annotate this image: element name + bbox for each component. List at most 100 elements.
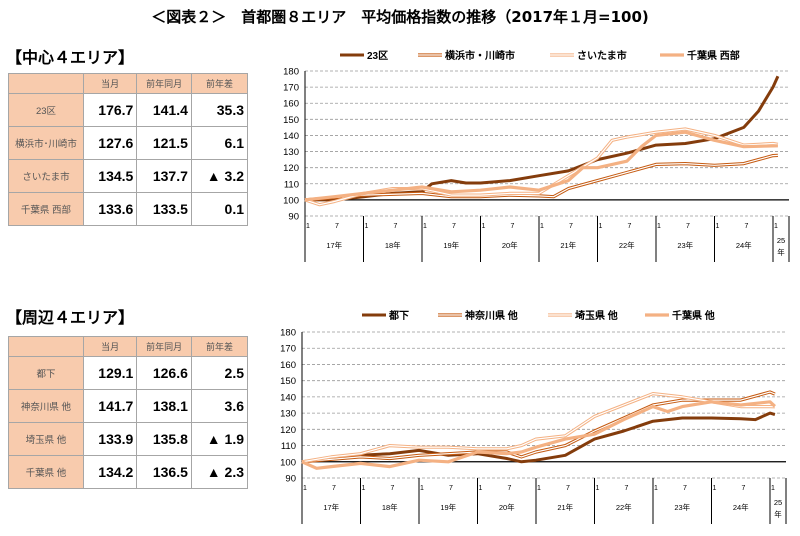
row-label: 千葉県 他 [8, 455, 84, 489]
x-month-tick: 1 [303, 485, 307, 492]
cell-diff: 35.3 [190, 93, 249, 127]
cell-diff: ▲ 2.3 [190, 455, 249, 489]
legend-label: 埼玉県 他 [575, 309, 618, 322]
x-month-tick: 7 [335, 223, 339, 230]
y-tick-label: 170 [283, 83, 299, 94]
x-month-tick: 7 [686, 223, 690, 230]
x-month-tick: 7 [628, 223, 632, 230]
header-diff: 前年差 [190, 336, 249, 357]
y-tick-label: 170 [280, 344, 296, 355]
row-label: 都下 [8, 356, 84, 390]
y-tick-label: 150 [283, 115, 299, 126]
y-tick-label: 150 [280, 376, 296, 387]
header-blank [8, 336, 84, 357]
x-month-tick: 1 [774, 223, 778, 230]
header-current: 当月 [82, 73, 138, 94]
series-line-inner [304, 154, 778, 201]
cell-current: 133.6 [82, 192, 138, 226]
chart-surrounding: 90 100 110 120 130 140 150 160 170 180 1 7 17年 1 7 18年 1… [280, 309, 787, 524]
x-month-tick: 7 [566, 485, 570, 492]
row-label: 横浜市･川崎市 [8, 126, 84, 160]
x-month-tick: 7 [391, 485, 395, 492]
y-tick-label: 160 [280, 360, 296, 371]
chart-central: 90 100 110 120 130 140 150 160 170 180 1 7 17年 1 7 18年 1… [283, 49, 790, 262]
cell-diff: 2.5 [190, 356, 249, 390]
y-tick-label: 120 [280, 425, 296, 436]
x-year-label: 23年 [674, 502, 690, 512]
x-month-tick: 1 [420, 485, 424, 492]
cell-diff: 0.1 [190, 192, 249, 226]
x-year-label: 17年 [323, 502, 339, 512]
y-tick-label: 100 [283, 195, 299, 206]
x-month-tick: 1 [713, 485, 717, 492]
section-title-surrounding: 【周辺４エリア】 [6, 308, 135, 327]
x-year-label-25: 25年 [773, 498, 783, 519]
cell-current: 176.7 [82, 93, 138, 127]
row-label: 23区 [8, 93, 84, 127]
cell-prev: 138.1 [136, 389, 192, 423]
x-month-tick: 1 [306, 223, 310, 230]
x-month-tick: 7 [569, 223, 573, 230]
y-tick-label: 100 [280, 457, 296, 468]
row-label: さいたま市 [8, 159, 84, 193]
legend-label: 23区 [367, 50, 388, 62]
legend-label: 神奈川県 他 [465, 309, 518, 322]
series-line-1 [301, 411, 776, 464]
x-month-tick: 7 [452, 223, 456, 230]
x-month-tick: 7 [332, 485, 336, 492]
header-prev-year: 前年同月 [136, 336, 192, 357]
cell-diff: 6.1 [190, 126, 249, 160]
series-line-4 [304, 130, 778, 202]
y-tick-label: 90 [288, 212, 299, 223]
x-year-label-25: 25年 [776, 236, 786, 257]
y-tick-label: 110 [281, 441, 296, 452]
x-month-tick: 1 [540, 223, 544, 230]
y-tick-label: 130 [283, 147, 299, 158]
cell-current: 129.1 [82, 356, 138, 390]
cell-diff: 3.6 [190, 389, 249, 423]
table-row: 神奈川県 他 141.7 138.1 3.6 [8, 389, 249, 423]
x-month-tick: 1 [771, 485, 775, 492]
y-tick-label: 90 [285, 474, 296, 485]
cell-current: 133.9 [82, 422, 138, 456]
table-row: 横浜市･川崎市 127.6 121.5 6.1 [8, 126, 249, 160]
x-month-tick: 7 [683, 485, 687, 492]
cell-diff: ▲ 1.9 [190, 422, 249, 456]
x-year-label: 20年 [502, 240, 518, 250]
series-line-4 [301, 400, 776, 470]
x-year-label: 22年 [619, 240, 635, 250]
y-tick-label: 120 [283, 163, 299, 174]
cell-current: 141.7 [82, 389, 138, 423]
header-diff: 前年差 [190, 73, 249, 94]
y-tick-label: 160 [283, 99, 299, 110]
page-title: ＜図表２＞ 首都圏８エリア 平均価格指数の推移（2017年１月=100) [151, 8, 649, 26]
row-label: 千葉県 西部 [8, 192, 84, 226]
cell-current: 134.5 [82, 159, 138, 193]
table-row: 千葉県 西部 133.6 133.5 0.1 [8, 192, 249, 226]
header-prev-year: 前年同月 [136, 73, 192, 94]
header-current: 当月 [82, 336, 138, 357]
table-row: さいたま市 134.5 137.7 ▲ 3.2 [8, 159, 249, 193]
header-blank [8, 73, 84, 94]
cell-current: 134.2 [82, 455, 138, 489]
y-tick-label: 110 [284, 179, 299, 190]
x-month-tick: 7 [449, 485, 453, 492]
x-month-tick: 1 [362, 485, 366, 492]
legend-label: 都下 [388, 309, 409, 322]
row-label: 埼玉県 他 [8, 422, 84, 456]
x-month-tick: 1 [482, 223, 486, 230]
y-tick-label: 140 [280, 392, 296, 403]
cell-current: 127.6 [82, 126, 138, 160]
y-tick-label: 180 [280, 328, 296, 339]
cell-prev: 136.5 [136, 455, 192, 489]
x-year-label: 23年 [677, 240, 693, 250]
x-year-label: 21年 [560, 240, 576, 250]
legend-label: 千葉県 西部 [687, 49, 740, 62]
x-year-label: 17年 [326, 240, 342, 250]
x-year-label: 18年 [385, 240, 401, 250]
row-label: 神奈川県 他 [8, 389, 84, 423]
cell-prev: 121.5 [136, 126, 192, 160]
legend-label: 千葉県 他 [672, 309, 715, 322]
section-title-central: 【中心４エリア】 [6, 48, 135, 67]
x-month-tick: 1 [365, 223, 369, 230]
